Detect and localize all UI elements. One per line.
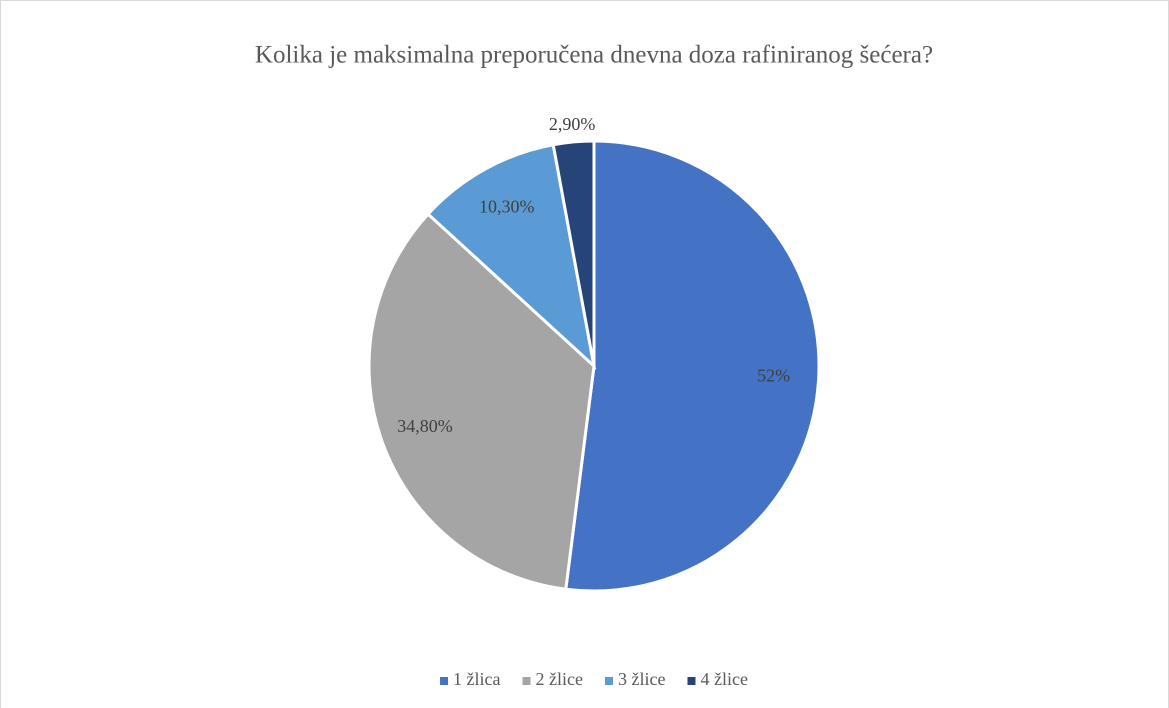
data-label: 52%	[757, 365, 790, 385]
legend-swatch	[440, 677, 449, 685]
pie-slice	[367, 211, 596, 591]
data-label: 2,90%	[549, 114, 596, 134]
legend-label: 1 žlica	[453, 669, 500, 689]
legend-label: 4 žlice	[700, 669, 747, 689]
pie-slice	[551, 139, 596, 367]
legend-label: 2 žlice	[536, 669, 583, 689]
pie-slice	[425, 142, 597, 371]
pie-slice	[564, 139, 821, 593]
legend-label: 3 žlice	[618, 669, 665, 689]
legend-swatch	[605, 677, 613, 685]
data-label: 34,80%	[397, 416, 453, 436]
data-label: 10,30%	[479, 197, 535, 217]
legend: 1 žlica 2 žlice 3 žlice 4 žlice	[440, 669, 748, 689]
chart-title: Kolika je maksimalna preporučena dnevna …	[255, 42, 933, 69]
legend-swatch	[522, 677, 531, 685]
legend-swatch	[687, 677, 696, 685]
